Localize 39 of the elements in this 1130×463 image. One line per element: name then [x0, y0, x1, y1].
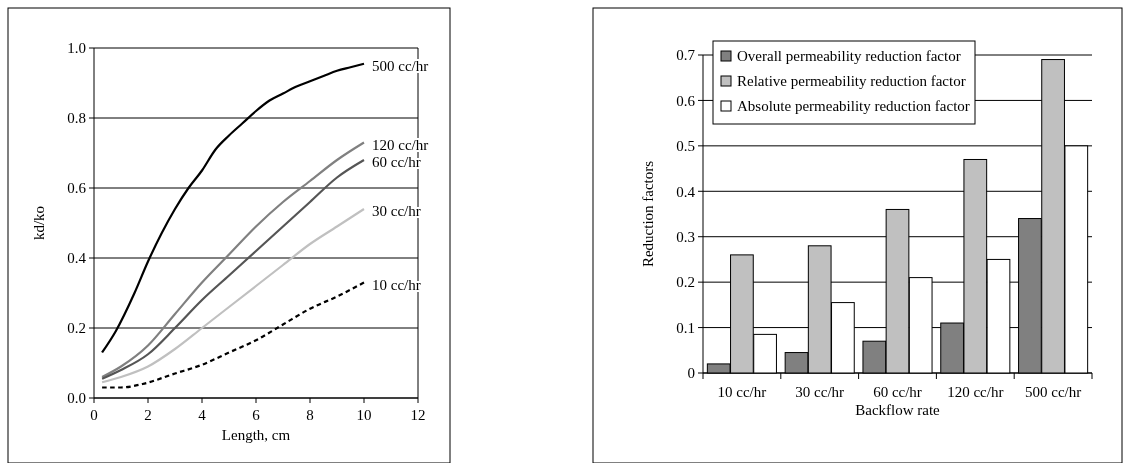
line-series [101, 207, 366, 384]
legend-label: Relative permeability reduction factor [737, 73, 966, 90]
series-label: 30 cc/hr [372, 203, 421, 220]
y-tick-label: 0.2 [676, 274, 695, 291]
x-axis-title: Length, cm [221, 427, 291, 443]
x-tick-label: 4 [198, 407, 207, 423]
x-tick-label: 10 [356, 407, 372, 423]
y-tick-label: 0.5 [676, 138, 695, 155]
series-label: 120 cc/hr [372, 136, 429, 153]
series-label: 60 cc/hr [372, 154, 421, 171]
y-tick-label: 0 [687, 365, 695, 382]
x-axis-title: Backflow rate [855, 402, 941, 418]
y-tick-label: 0.6 [676, 92, 696, 109]
y-tick-label: 0.3 [676, 228, 695, 245]
y-axis-title: kd/ko [31, 205, 47, 241]
x-tick-label: 10 cc/hr [717, 384, 767, 400]
y-tick-label: 0.8 [67, 110, 86, 127]
x-tick-label: 6 [252, 407, 261, 423]
y-tick-label: 0.2 [67, 320, 86, 337]
x-tick-label: 120 cc/hr [947, 384, 1004, 400]
x-tick-label: 2 [144, 407, 152, 423]
y-tick-label: 0.6 [67, 180, 87, 197]
x-tick-label: 60 cc/hr [873, 384, 922, 400]
x-tick-label: 0 [90, 407, 98, 423]
series-label: 500 cc/hr [372, 58, 429, 74]
legend-label: Overall permeability reduction factor [737, 48, 961, 65]
y-tick-label: 0.4 [676, 183, 696, 200]
y-tick-label: 0.4 [67, 250, 87, 267]
y-tick-label: 0.0 [67, 390, 86, 407]
x-tick-label: 8 [306, 407, 314, 423]
legend-label: Absolute permeability reduction factor [737, 98, 970, 115]
x-tick-label: 500 cc/hr [1024, 384, 1082, 400]
x-tick-label: 30 cc/hr [795, 384, 845, 400]
x-tick-label: 12 [410, 407, 426, 423]
y-tick-label: 0.1 [676, 319, 695, 336]
y-axis-title: Reduction factors [640, 160, 656, 268]
series-label: 10 cc/hr [372, 276, 421, 293]
y-tick-label: 0.7 [676, 47, 696, 64]
y-tick-label: 1.0 [67, 40, 86, 57]
